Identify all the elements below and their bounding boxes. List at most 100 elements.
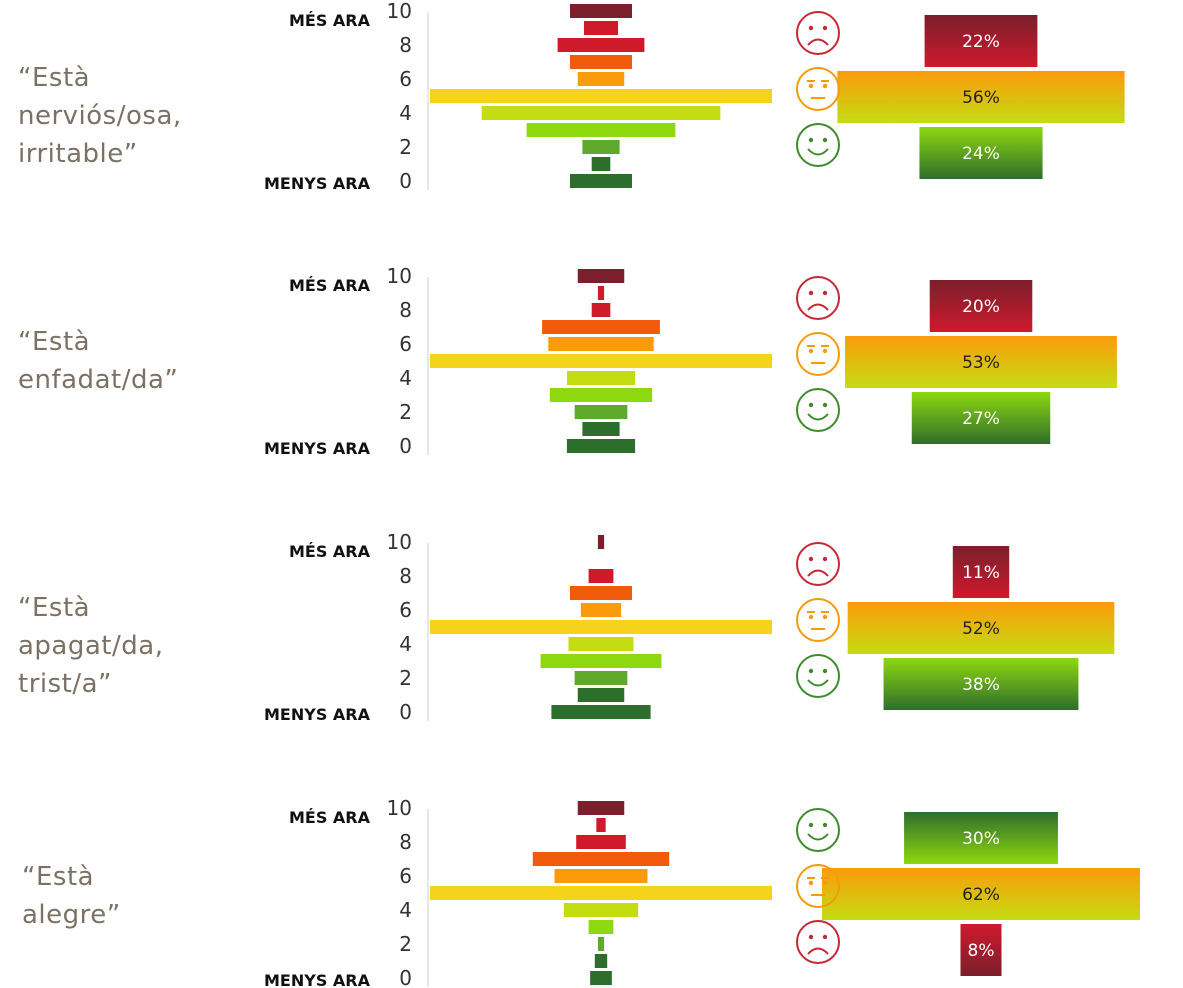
distribution-bar: [580, 603, 622, 617]
distribution-bar: [594, 954, 608, 968]
panel-title-line: apagat/da,: [18, 631, 164, 661]
axis-bottom-label: MENYS ARA: [264, 174, 371, 193]
panel-title-2: “Està enfadat/da”: [18, 323, 238, 399]
distribution-bar: [540, 654, 662, 668]
happy-face-icon: [796, 654, 840, 698]
happy-summary-bar: [883, 658, 1079, 710]
distribution-bar: [591, 157, 611, 171]
neutral-summary-bar: [845, 336, 1117, 388]
y-tick-label: 10: [387, 0, 412, 23]
distribution-bar: [430, 886, 772, 900]
y-tick-label: 2: [399, 400, 412, 424]
sad-face-icon: [796, 542, 840, 586]
axis-top-label: MÉS ARA: [289, 542, 371, 561]
happy-summary-bar: [919, 127, 1043, 179]
y-tick-label: 4: [399, 366, 412, 390]
panel-title-line: “Està: [22, 862, 95, 892]
distribution-bar: [582, 422, 620, 436]
distribution-bar: [576, 835, 626, 849]
distribution-bar: [582, 140, 620, 154]
neutral-percentage-label: 62%: [962, 885, 1000, 905]
neutral-summary-bar: [847, 602, 1115, 654]
happy-percentage-label: 24%: [962, 144, 1000, 164]
distribution-bar: [577, 269, 625, 283]
panel-title-1: “Està nerviós/osa, irritable”: [18, 59, 238, 173]
distribution-bar: [570, 174, 632, 188]
distribution-bar: [566, 439, 636, 453]
sad-face-icon: [796, 920, 840, 964]
distribution-bar: [590, 971, 612, 985]
y-tick-label: 8: [399, 298, 412, 322]
neutral-face-icon: [796, 332, 840, 376]
panel-title-line: trist/a”: [18, 669, 113, 699]
distribution-bar: [430, 354, 772, 368]
neutral-summary-bar: [822, 868, 1140, 920]
neutral-face-icon: [796, 864, 840, 908]
y-tick-label: 10: [387, 530, 412, 554]
sad-summary-bar: [960, 924, 1002, 976]
y-tick-label: 8: [399, 830, 412, 854]
sad-face-icon: [796, 11, 840, 55]
distribution-bar: [549, 388, 653, 402]
happy-summary-bar: [904, 812, 1058, 864]
distribution-bar: [551, 705, 651, 719]
distribution-bar: [597, 286, 605, 300]
distribution-bar: [597, 535, 605, 549]
y-tick-label: 4: [399, 632, 412, 656]
axis-bottom-label: MENYS ARA: [264, 971, 371, 988]
distribution-bar: [570, 55, 632, 69]
distribution-bar: [526, 123, 676, 137]
chart-panel-3: MÉS ARA MENYS ARA 0 2 4 6 8 10 11% 52% 38%: [264, 530, 1115, 724]
happy-face-icon: [796, 388, 840, 432]
happy-percentage-label: 27%: [962, 409, 1000, 429]
y-tick-label: 8: [399, 564, 412, 588]
sad-face-icon: [796, 276, 840, 320]
y-tick-label: 6: [399, 67, 412, 91]
y-tick-label: 10: [387, 796, 412, 820]
y-tick-label: 10: [387, 264, 412, 288]
neutral-percentage-label: 56%: [962, 88, 1000, 108]
distribution-bar: [596, 818, 606, 832]
panel-title-4: “Està alegre”: [22, 858, 242, 934]
axis-bottom-label: MENYS ARA: [264, 439, 371, 458]
distribution-bar: [557, 38, 645, 52]
neutral-summary-bar: [837, 71, 1125, 123]
distribution-bar: [548, 337, 654, 351]
distribution-bar: [481, 106, 721, 120]
distribution-bar: [430, 620, 772, 634]
distribution-bar: [588, 920, 614, 934]
y-tick-label: 0: [399, 434, 412, 458]
neutral-percentage-label: 52%: [962, 619, 1000, 639]
panel-title-line: irritable”: [18, 139, 138, 169]
y-tick-label: 2: [399, 932, 412, 956]
distribution-bar: [577, 688, 625, 702]
axis-top-label: MÉS ARA: [289, 808, 371, 827]
distribution-bar: [566, 371, 636, 385]
neutral-face-icon: [796, 67, 840, 111]
y-tick-label: 8: [399, 33, 412, 57]
distribution-bar: [577, 801, 625, 815]
sad-summary-bar: [924, 15, 1038, 67]
panel-title-3: “Està apagat/da, trist/a”: [18, 589, 238, 703]
chart-panel-4: MÉS ARA MENYS ARA 0 2 4 6 8 10 30% 62% 8%: [264, 796, 1140, 988]
distribution-bar: [588, 569, 614, 583]
distribution-bar: [574, 405, 628, 419]
distribution-bar: [542, 320, 660, 334]
happy-summary-bar: [911, 392, 1051, 444]
distribution-bar: [591, 303, 611, 317]
sad-summary-bar: [952, 546, 1010, 598]
sad-percentage-label: 22%: [962, 32, 1000, 52]
sad-percentage-label: 8%: [968, 941, 995, 961]
y-tick-label: 0: [399, 169, 412, 193]
sad-summary-bar: [929, 280, 1033, 332]
distribution-bar: [597, 937, 605, 951]
panel-title-line: nerviós/osa,: [18, 101, 182, 131]
distribution-bar: [570, 4, 632, 18]
y-tick-label: 0: [399, 966, 412, 988]
distribution-bar: [563, 903, 639, 917]
axis-top-label: MÉS ARA: [289, 11, 371, 30]
axis-bottom-label: MENYS ARA: [264, 705, 371, 724]
happy-percentage-label: 30%: [962, 829, 1000, 849]
distribution-bar: [430, 89, 772, 103]
axis-top-label: MÉS ARA: [289, 276, 371, 295]
